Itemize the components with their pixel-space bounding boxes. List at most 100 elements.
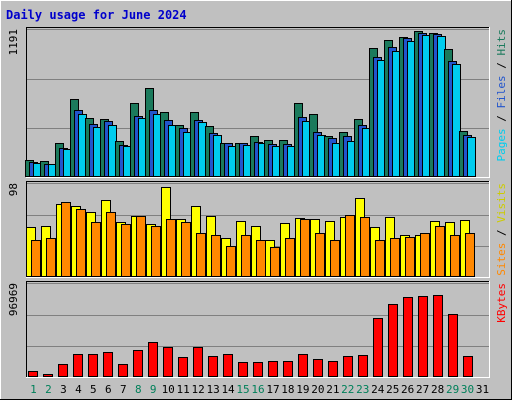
bar-kbytes-day-24 bbox=[373, 318, 383, 377]
bar-sites-day-15 bbox=[241, 235, 251, 277]
panel-kbytes: 96969 KBytes bbox=[7, 281, 508, 378]
panel-hits-ymax-label: 1191 bbox=[7, 29, 20, 56]
bar-sites-day-25 bbox=[390, 238, 400, 277]
x-tick-day-15: 15 bbox=[236, 383, 249, 396]
bar-kbytes-day-18 bbox=[283, 361, 293, 377]
panel-kbytes-legend: KBytes bbox=[495, 283, 508, 323]
x-tick-day-10: 10 bbox=[162, 383, 175, 396]
bar-kbytes-day-17 bbox=[268, 361, 278, 377]
panel-hits-legend: Pages / Files / Hits bbox=[495, 29, 508, 162]
x-tick-day-24: 24 bbox=[371, 383, 385, 396]
x-tick-day-3: 3 bbox=[60, 383, 67, 396]
x-tick-day-31: 31 bbox=[476, 383, 489, 396]
x-tick-day-19: 19 bbox=[296, 383, 309, 396]
panels-group: 1191 Pages / Files / Hits 98 Sites / Visits… bbox=[7, 27, 508, 378]
x-tick-day-23: 23 bbox=[356, 383, 369, 396]
x-tick-day-21: 21 bbox=[326, 383, 339, 396]
bar-sites-day-23 bbox=[360, 217, 370, 277]
bar-kbytes-day-8 bbox=[133, 350, 143, 377]
bar-sites-day-19 bbox=[300, 219, 310, 277]
legend-part: / bbox=[495, 56, 508, 76]
bar-sites-day-22 bbox=[345, 215, 355, 277]
bar-kbytes-day-14 bbox=[223, 354, 233, 377]
bar-kbytes-day-13 bbox=[208, 356, 218, 377]
bar-sites-day-16 bbox=[256, 240, 266, 277]
x-tick-day-28: 28 bbox=[431, 383, 444, 396]
bar-sites-day-24 bbox=[375, 240, 385, 277]
legend-part: Pages bbox=[495, 128, 508, 161]
x-tick-day-12: 12 bbox=[192, 383, 205, 396]
bar-sites-day-6 bbox=[106, 212, 116, 277]
legend-part: Sites bbox=[495, 243, 508, 276]
bar-kbytes-day-28 bbox=[433, 295, 443, 377]
bar-kbytes-day-12 bbox=[193, 347, 203, 377]
x-tick-day-22: 22 bbox=[341, 383, 354, 396]
legend-part: KBytes bbox=[495, 283, 508, 323]
x-tick-day-16: 16 bbox=[251, 383, 264, 396]
bar-kbytes-day-2 bbox=[43, 374, 53, 377]
x-tick-day-2: 2 bbox=[45, 383, 52, 396]
bar-sites-day-21 bbox=[330, 240, 340, 277]
bar-kbytes-day-1 bbox=[28, 371, 38, 377]
x-tick-day-14: 14 bbox=[221, 383, 235, 396]
legend-part: Files bbox=[495, 75, 508, 108]
bar-sites-day-27 bbox=[420, 233, 430, 277]
bar-pages-day-29 bbox=[452, 64, 461, 177]
bar-kbytes-day-21 bbox=[328, 361, 338, 377]
panel-hits: 1191 Pages / Files / Hits bbox=[7, 27, 508, 178]
panel-kbytes-ymax-label: 96969 bbox=[7, 283, 20, 316]
bar-kbytes-day-4 bbox=[73, 354, 83, 377]
x-tick-day-18: 18 bbox=[281, 383, 294, 396]
legend-part: / bbox=[495, 109, 508, 129]
bar-sites-day-10 bbox=[166, 219, 176, 277]
bar-sites-day-30 bbox=[465, 233, 475, 277]
bar-sites-day-28 bbox=[435, 226, 445, 277]
bar-sites-day-20 bbox=[315, 233, 325, 277]
bar-sites-day-11 bbox=[181, 222, 191, 277]
bar-kbytes-day-20 bbox=[313, 359, 323, 377]
legend-part: Hits bbox=[495, 29, 508, 56]
panel-visits: 98 Sites / Visits bbox=[7, 181, 508, 278]
bar-kbytes-day-27 bbox=[418, 296, 428, 377]
bar-kbytes-day-10 bbox=[163, 347, 173, 377]
bar-pages-day-30 bbox=[467, 137, 476, 177]
bar-kbytes-day-29 bbox=[448, 314, 458, 377]
legend-part: / bbox=[495, 223, 508, 243]
bar-kbytes-day-7 bbox=[118, 364, 128, 377]
x-tick-day-1: 1 bbox=[30, 383, 37, 396]
x-tick-day-20: 20 bbox=[311, 383, 324, 396]
x-tick-day-6: 6 bbox=[105, 383, 112, 396]
x-tick-day-11: 11 bbox=[177, 383, 190, 396]
bar-sites-day-7 bbox=[121, 224, 131, 277]
bar-kbytes-day-22 bbox=[343, 356, 353, 377]
bar-sites-day-14 bbox=[226, 246, 236, 277]
bar-kbytes-day-16 bbox=[253, 362, 263, 377]
bar-kbytes-day-3 bbox=[58, 364, 68, 377]
bar-sites-day-9 bbox=[151, 226, 161, 277]
panel-visits-ymax-label: 98 bbox=[7, 183, 20, 196]
bar-kbytes-day-5 bbox=[88, 354, 98, 377]
bar-kbytes-day-30 bbox=[463, 356, 473, 377]
bar-kbytes-day-15 bbox=[238, 362, 248, 377]
bar-sites-day-8 bbox=[136, 216, 146, 277]
x-tick-day-25: 25 bbox=[386, 383, 399, 396]
x-tick-day-7: 7 bbox=[120, 383, 127, 396]
x-tick-day-30: 30 bbox=[461, 383, 474, 396]
bar-sites-day-29 bbox=[450, 235, 460, 277]
bar-kbytes-day-26 bbox=[403, 297, 413, 377]
x-tick-day-4: 4 bbox=[75, 383, 82, 396]
bar-sites-day-4 bbox=[76, 209, 86, 277]
bar-kbytes-day-19 bbox=[298, 354, 308, 377]
bar-sites-day-18 bbox=[285, 238, 295, 277]
bar-kbytes-day-6 bbox=[103, 352, 113, 377]
x-tick-day-13: 13 bbox=[206, 383, 219, 396]
x-tick-day-9: 9 bbox=[150, 383, 157, 396]
bar-sites-day-26 bbox=[405, 237, 415, 277]
bar-sites-day-3 bbox=[61, 202, 71, 277]
bar-kbytes-day-23 bbox=[358, 355, 368, 377]
bar-kbytes-day-25 bbox=[388, 304, 398, 377]
x-tick-day-5: 5 bbox=[90, 383, 97, 396]
x-tick-day-8: 8 bbox=[135, 383, 142, 396]
bar-kbytes-day-9 bbox=[148, 342, 158, 377]
